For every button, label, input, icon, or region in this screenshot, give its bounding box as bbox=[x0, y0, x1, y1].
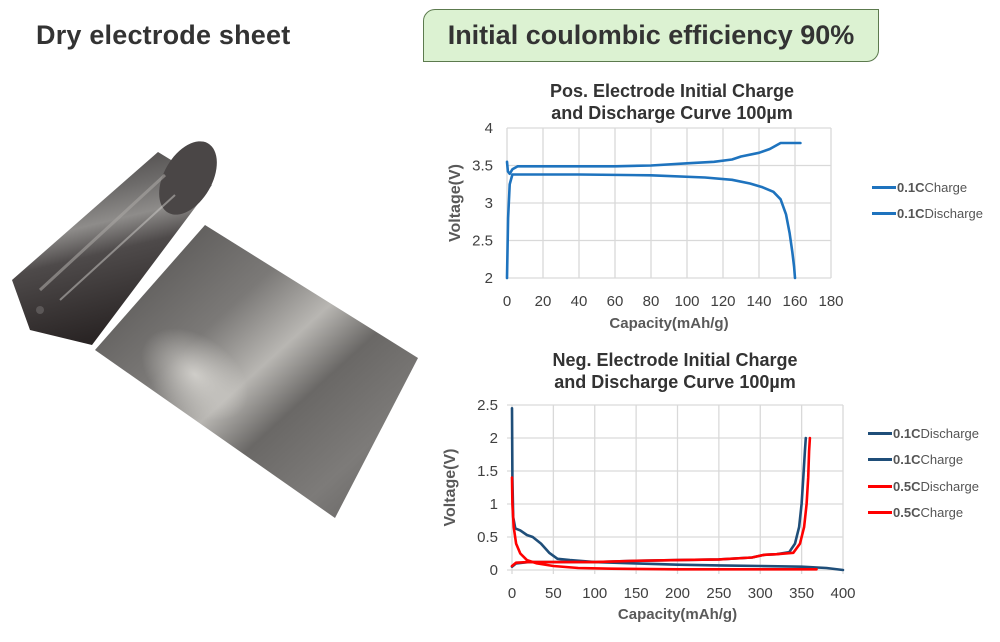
y-axis-label: Voltage(V) bbox=[442, 449, 459, 527]
legend-line-icon bbox=[868, 431, 892, 435]
series-line bbox=[510, 436, 812, 568]
x-tick-label: 0 bbox=[508, 585, 516, 602]
x-tick-label: 140 bbox=[746, 293, 771, 310]
y-tick-label: 3 bbox=[485, 195, 493, 212]
x-tick-label: 100 bbox=[582, 585, 607, 602]
legend-rate: 0.1C bbox=[893, 425, 921, 441]
series-line bbox=[510, 406, 845, 572]
x-tick-label: 0 bbox=[503, 293, 511, 310]
legend-item: 0.1C Discharge bbox=[872, 201, 983, 228]
legend-item: 0.5C Discharge bbox=[868, 473, 979, 500]
neg-chart-plot: 0 50 100 150 200 250 300 350 400 2.5 2 1.5 1 0.5 0 Capa… bbox=[442, 397, 856, 623]
legend-rate: 0.1C bbox=[897, 179, 925, 195]
legend-item: 0.5C Charge bbox=[868, 500, 979, 527]
series-line bbox=[505, 173, 797, 280]
legend-label: Discharge bbox=[920, 425, 979, 441]
legend-item: 0.1C Charge bbox=[872, 174, 983, 201]
x-tick-label: 160 bbox=[782, 293, 807, 310]
legend-line-icon bbox=[872, 212, 896, 216]
legend-label: Charge bbox=[920, 505, 964, 521]
legend-rate: 0.5C bbox=[893, 505, 921, 521]
coulombic-efficiency-badge: Initial coulombic efficiency 90% bbox=[423, 9, 879, 62]
x-tick-label: 250 bbox=[706, 585, 731, 602]
series-line bbox=[505, 141, 802, 176]
legend-line-icon bbox=[872, 185, 896, 189]
y-axis-label: Voltage(V) bbox=[447, 164, 464, 242]
legend-line-icon bbox=[868, 458, 892, 462]
x-tick-label: 180 bbox=[818, 293, 843, 310]
electrode-roll-photo bbox=[12, 141, 418, 518]
legend-rate: 0.1C bbox=[893, 452, 921, 468]
x-tick-label: 60 bbox=[607, 293, 624, 310]
y-tick-label: 0 bbox=[490, 562, 498, 579]
badge-text: Initial coulombic efficiency 90% bbox=[447, 20, 855, 50]
x-tick-label: 120 bbox=[710, 293, 735, 310]
series-line bbox=[510, 436, 808, 569]
x-tick-label: 40 bbox=[571, 293, 588, 310]
legend-label: Discharge bbox=[924, 206, 983, 222]
x-tick-label: 400 bbox=[830, 585, 855, 602]
y-tick-label: 2.5 bbox=[477, 397, 498, 414]
pos-chart-title-line2: and Discharge Curve 100µm bbox=[551, 103, 793, 123]
legend-rate: 0.1C bbox=[897, 206, 925, 222]
legend-item: 0.1C Charge bbox=[868, 447, 979, 474]
y-tick-label: 3.5 bbox=[472, 158, 493, 175]
x-tick-label: 150 bbox=[624, 585, 649, 602]
legend-item: 0.1C Discharge bbox=[868, 420, 979, 447]
legend-label: Discharge bbox=[920, 478, 979, 494]
y-tick-label: 2 bbox=[485, 270, 493, 287]
x-tick-label: 300 bbox=[748, 585, 773, 602]
x-axis-label: Capacity(mAh/g) bbox=[609, 315, 728, 332]
x-tick-label: 20 bbox=[535, 293, 552, 310]
neg-chart-title-line1: Neg. Electrode Initial Charge bbox=[552, 350, 798, 370]
neg-chart-title-line2: and Discharge Curve 100µm bbox=[554, 372, 796, 392]
x-tick-label: 350 bbox=[789, 585, 814, 602]
legend-rate: 0.5C bbox=[893, 478, 921, 494]
x-tick-label: 200 bbox=[665, 585, 690, 602]
pos-chart-title-line1: Pos. Electrode Initial Charge bbox=[549, 81, 795, 101]
pos-chart-legend: 0.1C Charge 0.1C Discharge bbox=[872, 174, 983, 227]
x-tick-label: 50 bbox=[545, 585, 562, 602]
x-tick-label: 80 bbox=[643, 293, 660, 310]
legend-label: Charge bbox=[920, 452, 964, 468]
legend-line-icon bbox=[868, 511, 892, 515]
x-axis-label: Capacity(mAh/g) bbox=[618, 606, 737, 623]
x-tick-label: 100 bbox=[674, 293, 699, 310]
y-tick-label: 1 bbox=[490, 496, 498, 513]
pos-chart-plot: 0 20 40 60 80 100 120 140 160 180 4 3.5 3 2.5 2 Capacit… bbox=[447, 120, 844, 332]
neg-chart-legend: 0.1C Discharge 0.1C Charge 0.5C Discharge 0… bbox=[868, 420, 979, 526]
series-line bbox=[510, 476, 818, 571]
neg-chart-title: Neg. Electrode Initial Charge and Discha… bbox=[510, 349, 840, 393]
legend-label: Charge bbox=[924, 179, 968, 195]
y-tick-label: 4 bbox=[485, 120, 493, 137]
pos-chart-title: Pos. Electrode Initial Charge and Discha… bbox=[507, 80, 837, 124]
y-tick-label: 2.5 bbox=[472, 233, 493, 250]
sheet-title: Dry electrode sheet bbox=[36, 20, 291, 50]
y-tick-label: 1.5 bbox=[477, 463, 498, 480]
legend-line-icon bbox=[868, 484, 892, 488]
y-tick-label: 0.5 bbox=[477, 529, 498, 546]
y-tick-label: 2 bbox=[490, 430, 498, 447]
